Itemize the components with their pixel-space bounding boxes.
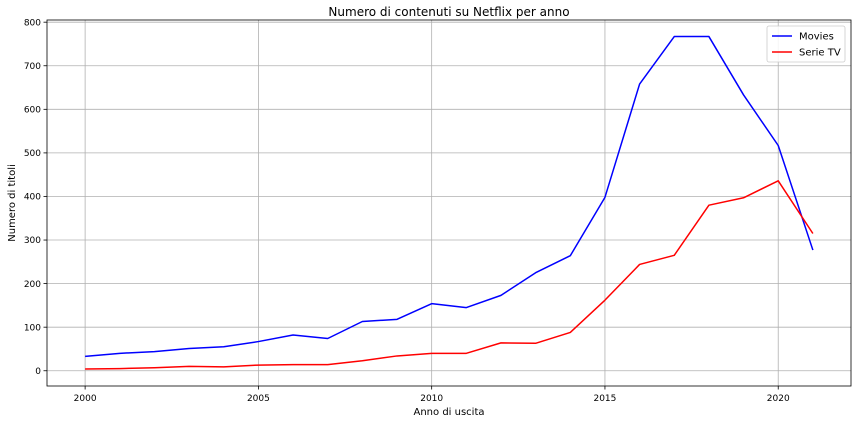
y-axis-label: Numero di titoli <box>7 164 18 242</box>
series-group <box>85 35 814 370</box>
y-tick-label: 700 <box>24 62 41 72</box>
x-tick-label: 2015 <box>593 394 616 404</box>
legend-label: Serie TV <box>799 48 841 59</box>
y-axis-ticks: 0 100 200 300 400 500 600 700 800 <box>24 18 47 377</box>
x-tick-label: 2020 <box>767 394 790 404</box>
legend: Movies Serie TV <box>766 25 846 63</box>
y-tick-label: 200 <box>24 280 41 290</box>
y-tick-label: 500 <box>24 149 41 159</box>
x-tick-label: 2000 <box>74 394 97 404</box>
grid <box>47 20 851 386</box>
x-axis-ticks: 2000 2005 2010 2015 2020 <box>74 386 790 404</box>
series-line-movies <box>85 35 814 358</box>
y-tick-label: 0 <box>35 367 41 377</box>
x-tick-label: 2010 <box>420 394 443 404</box>
y-tick-label: 600 <box>24 106 41 116</box>
plot-frame <box>46 19 852 387</box>
y-tick-label: 100 <box>24 323 41 333</box>
legend-label: Movies <box>799 32 834 43</box>
series-line-serie-tv <box>85 180 814 370</box>
y-tick-label: 800 <box>24 18 41 28</box>
x-tick-label: 2005 <box>247 394 270 404</box>
y-tick-label: 400 <box>24 193 41 203</box>
chart-title: Numero di contenuti su Netflix per anno <box>328 5 569 19</box>
x-axis-label: Anno di uscita <box>414 407 485 418</box>
y-tick-label: 300 <box>24 236 41 246</box>
legend-box <box>766 25 846 63</box>
